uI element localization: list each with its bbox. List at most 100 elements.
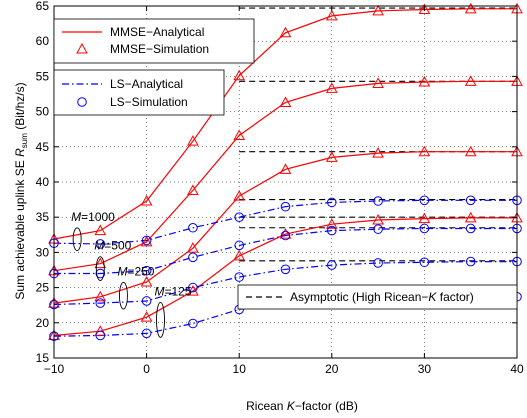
legend-mmse: MMSE−Analytical MMSE−Simulation — [53, 18, 255, 64]
y-tick-label: 65 — [36, 0, 50, 13]
x-tick-label: 0 — [143, 362, 150, 376]
marker-mmse-125 — [325, 218, 338, 229]
marker-mmse-250 — [279, 163, 292, 174]
group-label-250: M=250 — [117, 264, 154, 278]
y-tick-label: 20 — [36, 316, 50, 330]
marker-ls-1000 — [419, 195, 430, 206]
x-tick-label: 10 — [233, 362, 247, 376]
group-ellipse-500 — [95, 256, 105, 281]
marker-mmse-500 — [279, 96, 292, 107]
legend-asymptotic-label: Asymptotic (High Ricean−K factor) — [290, 290, 474, 304]
group-ellipse-125 — [156, 301, 165, 338]
group-ellipse-250 — [118, 281, 128, 310]
marker-mmse-125 — [372, 213, 384, 225]
marker-ls-1000 — [141, 235, 152, 246]
marker-ls-250 — [234, 272, 244, 282]
legend-mmse-simulation-marker — [76, 42, 88, 54]
marker-mmse-125 — [140, 311, 153, 322]
y-tick-label: 60 — [36, 34, 50, 48]
y-axis-label: Sum achievable uplink SE Rsum (Bit/hz/s) — [13, 82, 29, 299]
marker-ls-1000 — [234, 212, 244, 222]
marker-mmse-125 — [464, 211, 477, 223]
marker-ls-250 — [419, 257, 430, 268]
marker-ls-250 — [465, 256, 476, 267]
marker-ls-500 — [419, 223, 430, 234]
tick-labels: −10 0 10 20 30 40 15 20 25 30 35 40 45 50 55 60 65 — [36, 0, 524, 376]
group-label-500: M=500 — [94, 239, 131, 253]
legend-ls: LS−Analytical LS−Simulation — [53, 69, 225, 116]
marker-mmse-1000 — [279, 26, 292, 38]
marker-mmse-1000 — [94, 224, 107, 236]
y-tick-label: 40 — [36, 175, 50, 189]
marker-mmse-125 — [233, 249, 246, 261]
marker-ls-500 — [234, 240, 244, 251]
marker-ls-1000 — [327, 197, 337, 208]
group-ellipse-1000 — [72, 227, 82, 252]
marker-ls-500 — [327, 225, 337, 236]
marker-mmse-1000 — [187, 135, 199, 146]
marker-ls-500 — [280, 230, 291, 241]
marker-ls-125 — [188, 318, 198, 329]
x-tick-label: −10 — [44, 362, 65, 376]
group-label-125: M=125 — [154, 284, 191, 298]
marker-ls-1000 — [373, 196, 383, 206]
marker-mmse-1000 — [233, 69, 246, 81]
marker-mmse-125 — [94, 325, 107, 336]
legend-ls-simulation-marker — [77, 97, 87, 107]
marker-ls-1000 — [280, 201, 291, 212]
x-tick-label: 20 — [325, 362, 339, 376]
series-line-mmse-1000 — [53, 8, 517, 240]
marker-mmse-500 — [233, 129, 246, 141]
y-tick-label: 45 — [36, 140, 50, 154]
marker-ls-250 — [188, 282, 198, 293]
marker-mmse-500 — [418, 76, 431, 87]
y-tick-label: 30 — [36, 245, 50, 259]
marker-mmse-125 — [187, 285, 199, 296]
marker-ls-1000 — [465, 195, 476, 206]
marker-mmse-500 — [187, 184, 199, 195]
legend-ls-analytical-label: LS−Analytical — [110, 77, 183, 91]
marker-mmse-1000 — [325, 9, 338, 21]
series-line-mmse-125 — [53, 217, 517, 337]
marker-mmse-250 — [94, 290, 107, 302]
marker-mmse-250 — [233, 190, 246, 201]
legend-asymptotic: Asymptotic (High Ricean−K factor) — [237, 284, 518, 310]
marker-ls-250 — [327, 260, 337, 270]
marker-mmse-1000 — [140, 194, 153, 206]
marker-ls-250 — [373, 258, 383, 268]
marker-mmse-250 — [187, 242, 199, 253]
marker-ls-1000 — [95, 239, 106, 249]
marker-ls-500 — [373, 224, 383, 234]
x-tick-label: 30 — [418, 362, 432, 376]
marker-ls-500 — [188, 252, 198, 263]
marker-ls-500 — [141, 265, 152, 276]
marker-mmse-500 — [325, 82, 338, 93]
marker-mmse-250 — [464, 145, 477, 157]
marker-ls-250 — [280, 264, 291, 275]
x-tick-label: 40 — [510, 362, 524, 376]
y-tick-label: 55 — [36, 69, 50, 83]
group-label-1000: M=1000 — [71, 210, 115, 224]
marker-mmse-1000 — [464, 2, 477, 14]
y-tick-label: 25 — [36, 281, 50, 295]
y-tick-label: 35 — [36, 210, 50, 224]
series-line-ls-1000 — [53, 199, 517, 245]
y-tick-label: 15 — [36, 351, 50, 365]
series-line-ls-500 — [54, 227, 517, 275]
series-lines — [53, 8, 517, 337]
marker-ls-125 — [95, 330, 106, 341]
marker-ls-125 — [141, 328, 152, 339]
marker-mmse-500 — [372, 77, 384, 88]
marker-mmse-250 — [418, 145, 431, 157]
marker-mmse-500 — [140, 235, 153, 247]
series-line-mmse-250 — [53, 151, 517, 304]
group-ellipses — [72, 227, 165, 338]
marker-mmse-500 — [464, 75, 477, 86]
marker-mmse-125 — [418, 212, 431, 224]
x-axis-label: Ricean K−factor (dB) — [246, 399, 358, 413]
legend-mmse-analytical-label: MMSE−Analytical — [110, 25, 204, 39]
y-tick-label: 50 — [36, 105, 50, 119]
marker-ls-500 — [465, 223, 476, 234]
